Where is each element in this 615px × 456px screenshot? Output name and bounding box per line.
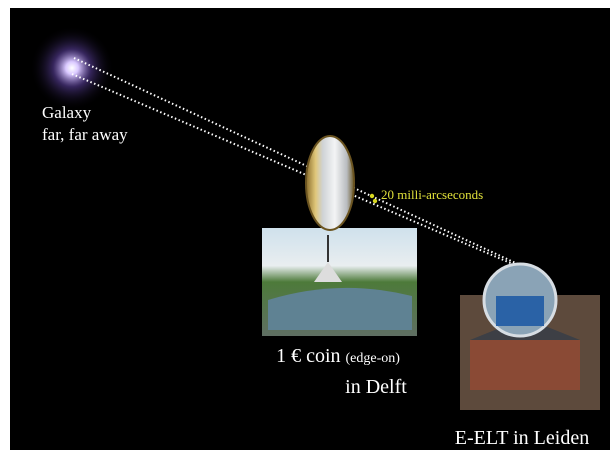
telescope-mirror — [496, 296, 544, 326]
galaxy-label: far, far away — [42, 125, 128, 144]
coin-note: (edge-on) — [346, 351, 401, 366]
cone — [314, 262, 342, 282]
angle-marker — [369, 193, 375, 199]
galaxy-label: Galaxy — [42, 103, 92, 122]
coin-label: 1 € coin (edge-on) — [276, 345, 400, 367]
angle-label: 20 milli-arcseconds — [381, 187, 483, 202]
galaxy — [30, 26, 114, 110]
coin-location: in Delft — [345, 376, 407, 398]
leiden-building — [470, 340, 580, 390]
angle-marker — [372, 198, 378, 204]
telescope-label: E-ELT in Leiden — [455, 427, 589, 449]
light-ray — [71, 73, 523, 269]
coin-label-main: 1 € coin — [276, 345, 340, 367]
building — [268, 287, 412, 330]
coin — [305, 135, 355, 231]
